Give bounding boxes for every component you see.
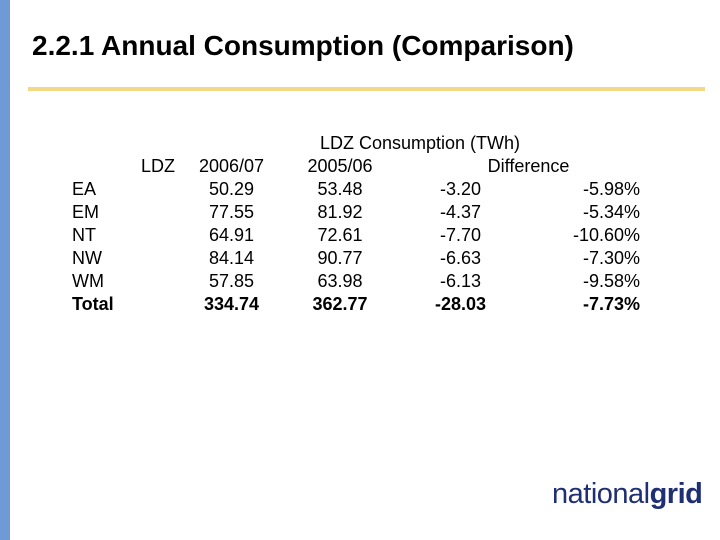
row-year2: 63.98 — [317, 271, 363, 291]
row-diff: -6.13 — [439, 271, 482, 291]
table-row: EM 77.55 81.92 -4.37 -5.34% — [69, 201, 662, 224]
row-ldz: WM — [72, 271, 104, 291]
row-year2: 362.77 — [312, 294, 368, 314]
row-diff: -28.03 — [434, 294, 487, 314]
row-pct: -5.98% — [582, 179, 640, 199]
row-diff: -4.37 — [439, 202, 482, 222]
table-group-header-row: LDZ Consumption (TWh) — [69, 132, 662, 155]
row-pct: -7.30% — [582, 248, 640, 268]
row-diff: -6.63 — [439, 248, 482, 268]
table-row: NT 64.91 72.61 -7.70 -10.60% — [69, 224, 662, 247]
row-year1: 334.74 — [203, 294, 260, 314]
row-year2: 53.48 — [317, 179, 363, 199]
slide-title: 2.2.1 Annual Consumption (Comparison) — [32, 30, 574, 61]
row-ldz: EA — [72, 179, 97, 199]
ldz-corner-cell — [69, 132, 178, 155]
group-header: LDZ Consumption (TWh) — [319, 133, 521, 153]
header-year1: 2006/07 — [198, 156, 265, 176]
table-row: EA 50.29 53.48 -3.20 -5.98% — [69, 178, 662, 201]
table-total-row: Total 334.74 362.77 -28.03 -7.73% — [69, 293, 662, 316]
row-pct: -9.58% — [582, 271, 640, 291]
table-row: NW 84.14 90.77 -6.63 -7.30% — [69, 247, 662, 270]
header-difference: Difference — [487, 156, 570, 176]
header-year2: 2005/06 — [307, 156, 373, 176]
row-ldz: Total — [72, 294, 114, 314]
row-year1: 77.55 — [208, 202, 255, 222]
row-year1: 57.85 — [208, 271, 255, 291]
row-year2: 72.61 — [317, 225, 363, 245]
row-year1: 84.14 — [208, 248, 255, 268]
logo-text-national: national — [552, 478, 650, 510]
row-ldz: EM — [72, 202, 99, 222]
row-year2: 81.92 — [317, 202, 363, 222]
consumption-table: LDZ Consumption (TWh) LDZ 2006/07 2005/0… — [69, 132, 662, 316]
row-year1: 64.91 — [208, 225, 255, 245]
title-underline — [28, 87, 705, 91]
row-pct: -10.60% — [572, 225, 640, 245]
table-header-row: LDZ 2006/07 2005/06 Difference — [69, 155, 662, 178]
row-pct: -5.34% — [582, 202, 640, 222]
row-year2: 90.77 — [317, 248, 363, 268]
row-pct: -7.73% — [582, 294, 640, 314]
row-diff: -3.20 — [439, 179, 482, 199]
logo-text-grid: grid — [649, 478, 703, 510]
row-diff: -7.70 — [439, 225, 482, 245]
table-row: WM 57.85 63.98 -6.13 -9.58% — [69, 270, 662, 293]
left-accent-bar — [0, 0, 10, 540]
row-ldz: NT — [72, 225, 96, 245]
header-ldz: LDZ — [140, 156, 175, 176]
row-year1: 50.29 — [208, 179, 255, 199]
national-grid-logo: nationalgrid — [552, 478, 703, 511]
row-ldz: NW — [72, 248, 102, 268]
